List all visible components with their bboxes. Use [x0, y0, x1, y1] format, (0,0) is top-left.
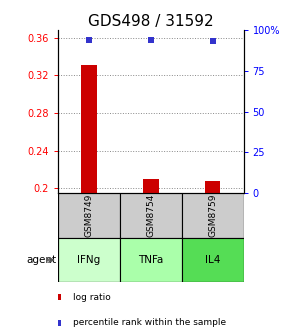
Bar [182, 193, 244, 238]
Text: log ratio: log ratio [73, 293, 110, 302]
Text: agent: agent [27, 255, 57, 265]
Bar [143, 179, 159, 193]
Bar [58, 193, 120, 238]
Title: GDS498 / 31592: GDS498 / 31592 [88, 14, 214, 29]
Bar [205, 181, 220, 193]
Text: percentile rank within the sample: percentile rank within the sample [73, 318, 226, 327]
Text: GSM8754: GSM8754 [146, 194, 155, 237]
Bar [182, 238, 244, 282]
Text: TNFa: TNFa [138, 255, 164, 265]
Bar [120, 238, 182, 282]
Text: IFNg: IFNg [77, 255, 101, 265]
Text: GSM8759: GSM8759 [208, 194, 217, 237]
Bar [58, 238, 120, 282]
Bar [81, 65, 97, 193]
Text: GSM8749: GSM8749 [84, 194, 93, 237]
Text: IL4: IL4 [205, 255, 220, 265]
Bar [120, 193, 182, 238]
